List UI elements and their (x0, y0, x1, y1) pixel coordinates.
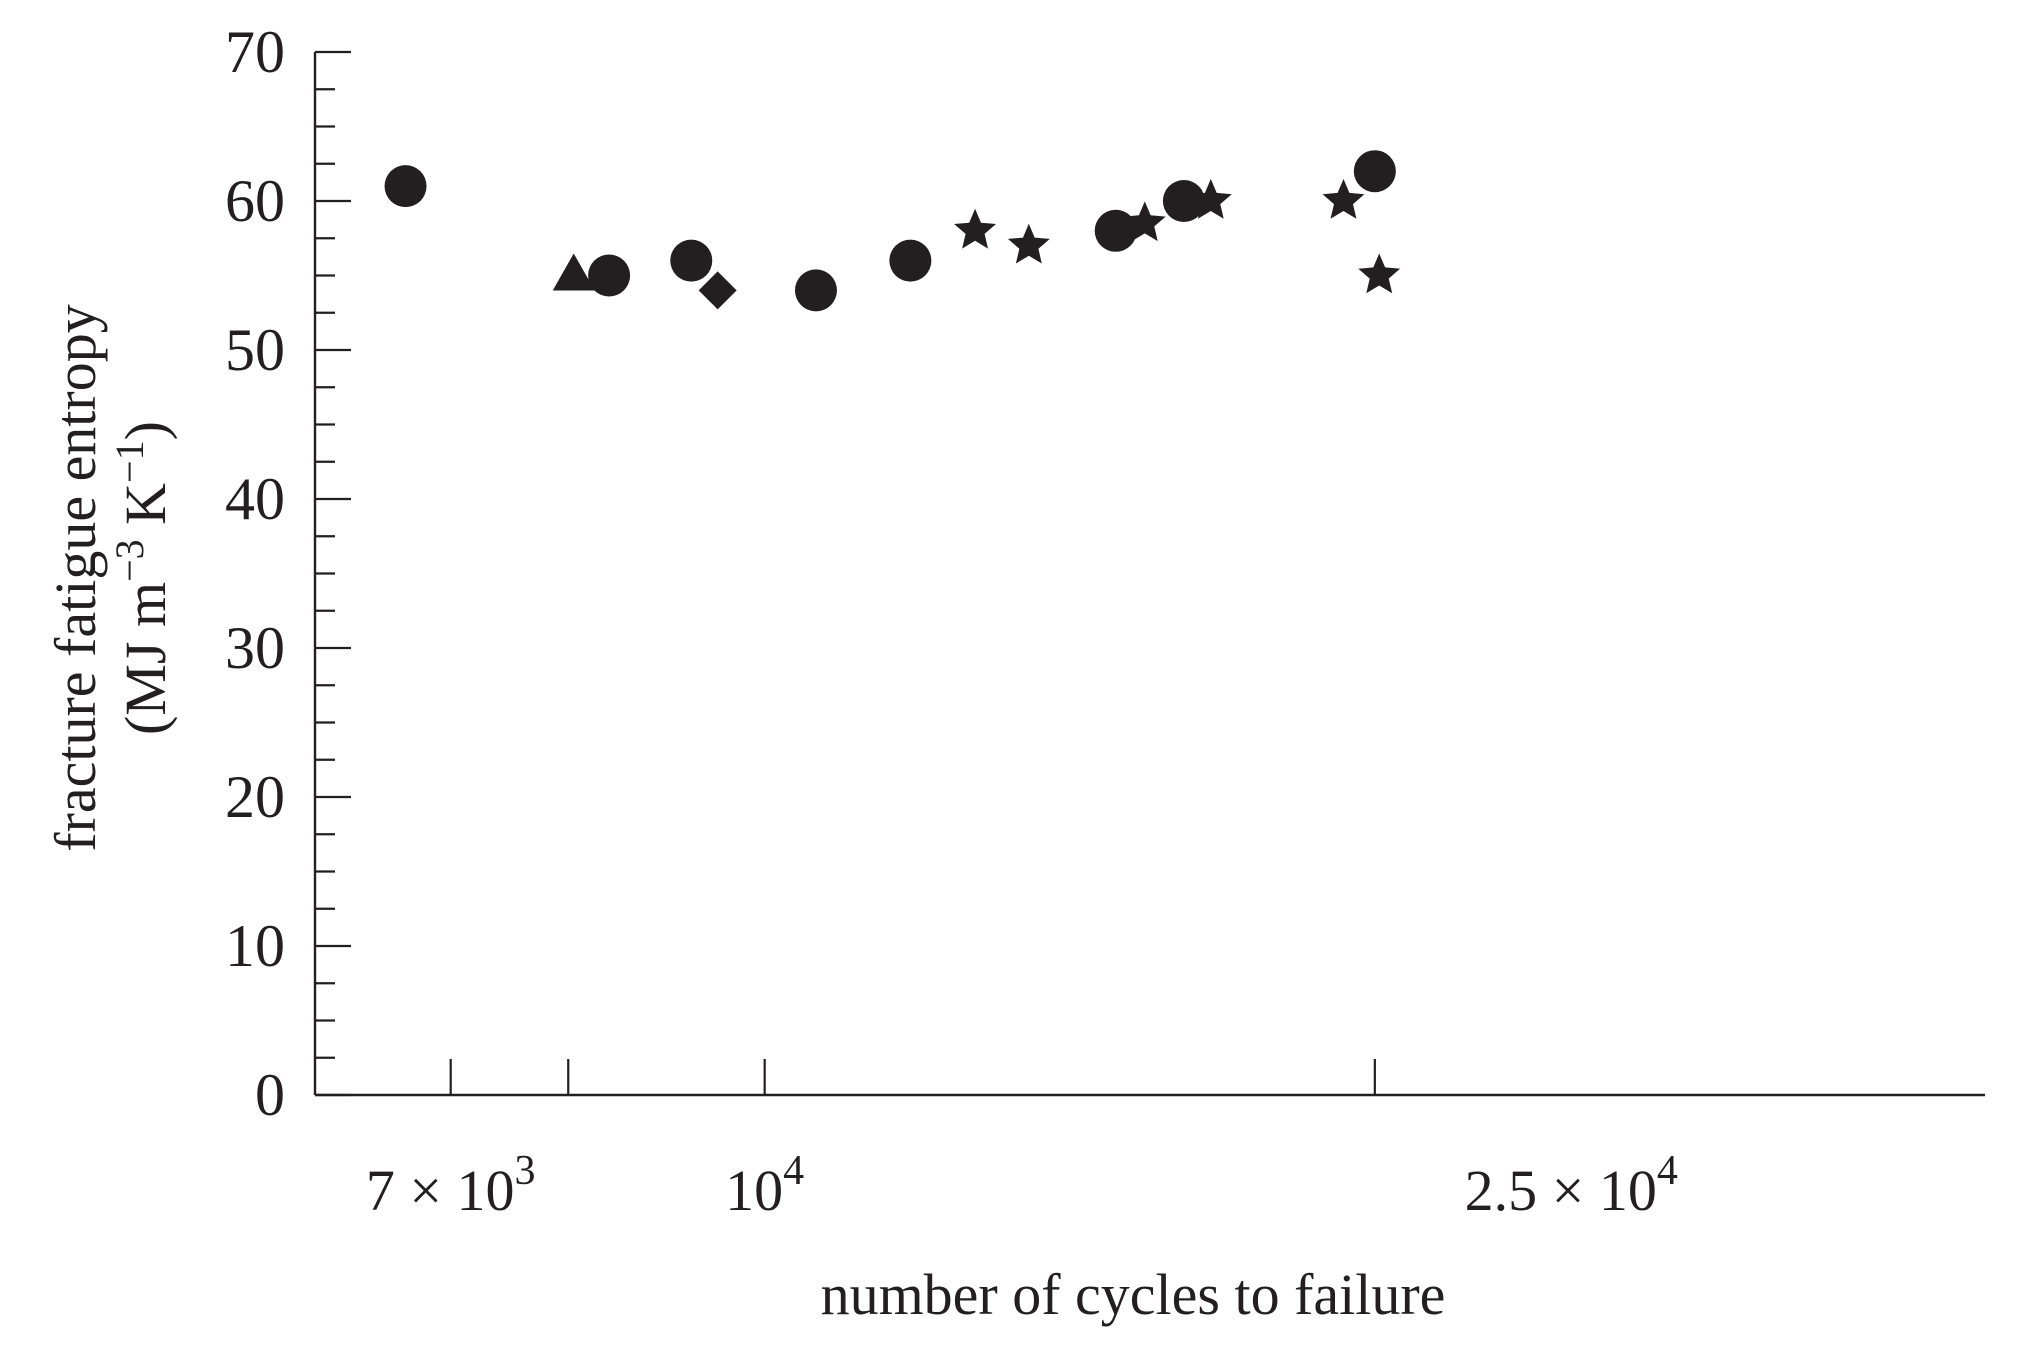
data-point-circle (670, 239, 713, 282)
y-tick-label: 20 (225, 764, 285, 830)
y-tick-label: 40 (225, 466, 285, 532)
y-axis-title: fracture fatigue entropy (MJ m−3 K−1) (43, 304, 178, 852)
data-point-star (1007, 223, 1050, 264)
data-point-star (954, 208, 996, 249)
x-tick-label-mantissa: 2.5 × 10 (1465, 1158, 1657, 1223)
x-tick-label-exponent: 3 (515, 1148, 536, 1194)
y-axis-unit-prefix: (MJ m (113, 582, 178, 735)
data-point-star (1358, 253, 1401, 294)
y-tick-label: 10 (225, 913, 285, 979)
data-point-star (1322, 179, 1365, 219)
x-tick-label: 2.5 × 104 (1465, 1148, 1678, 1223)
y-tick-label: 30 (225, 615, 285, 681)
y-axis-title-line2: (MJ m−3 K−1) (107, 421, 178, 735)
x-axis-title: number of cycles to failure (821, 1262, 1446, 1327)
y-axis-unit-suffix: ) (113, 421, 178, 440)
x-tick-label: 7 × 103 (366, 1148, 536, 1223)
data-point-diamond (698, 271, 737, 310)
y-axis-title-line1: fracture fatigue entropy (43, 304, 108, 852)
data-point-circle (794, 269, 837, 312)
data-point-circle (384, 165, 427, 208)
y-tick-label: 60 (225, 168, 285, 234)
data-point-triangle (552, 253, 595, 291)
data-point-circle (889, 239, 932, 282)
y-axis-unit-exp1: −3 (107, 539, 152, 582)
x-tick-label-exponent: 4 (783, 1148, 804, 1194)
y-tick-label: 0 (255, 1062, 285, 1128)
data-point-circle (1094, 209, 1137, 252)
x-tick-label: 104 (725, 1148, 804, 1223)
data-point-circle (1162, 180, 1205, 222)
y-axis-unit-mid: K (113, 483, 178, 540)
y-axis-unit-exp2: −1 (107, 440, 152, 483)
data-point-star (1189, 179, 1232, 219)
data-point-circle (588, 254, 631, 297)
x-tick-label-mantissa: 7 × 10 (366, 1158, 515, 1223)
x-tick-label-exponent: 4 (1657, 1148, 1678, 1194)
data-point-circle (1353, 150, 1396, 193)
y-tick-label: 50 (225, 317, 285, 383)
data-point-star (1123, 201, 1166, 242)
y-tick-label: 70 (225, 19, 285, 85)
data-markers (384, 150, 1401, 312)
x-tick-label-mantissa: 10 (725, 1158, 783, 1223)
